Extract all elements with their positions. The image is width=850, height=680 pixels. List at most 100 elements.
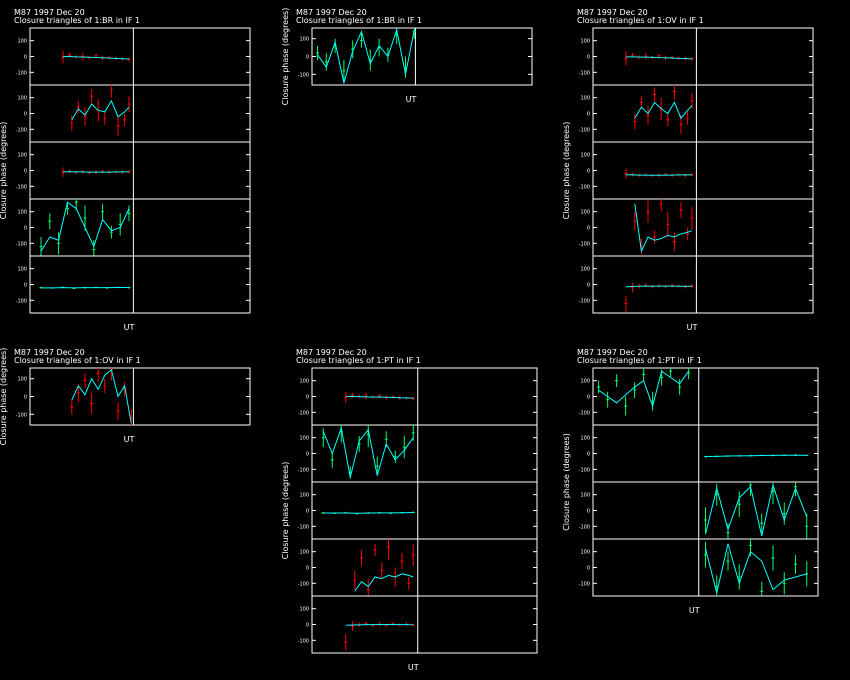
y-tick-label: 0 xyxy=(306,623,309,629)
y-tick-label: -100 xyxy=(579,467,590,473)
model-line xyxy=(705,454,807,458)
panel-data xyxy=(704,539,809,596)
panel-data xyxy=(321,511,415,515)
model-line xyxy=(705,483,808,536)
panel-frame xyxy=(29,367,251,426)
y-tick-label: 100 xyxy=(17,96,27,102)
model-line xyxy=(317,28,415,84)
model-line xyxy=(634,203,693,254)
y-tick-label: 100 xyxy=(580,39,590,45)
chart-subtitle: Closure triangles of 1:OV in IF 1 xyxy=(577,16,704,25)
y-tick-label: -100 xyxy=(298,524,309,530)
y-tick-label: 100 xyxy=(580,436,590,442)
panel-data xyxy=(624,50,694,66)
y-tick-label: -100 xyxy=(579,241,590,247)
y-tick-label: -100 xyxy=(298,467,309,473)
panel-frame xyxy=(592,84,814,143)
model-line xyxy=(71,368,132,424)
model-line xyxy=(598,370,690,408)
y-tick-label: -100 xyxy=(579,581,590,587)
y-tick-label: 100 xyxy=(17,267,27,273)
panel-frame xyxy=(592,198,814,257)
y-tick-label: -100 xyxy=(579,127,590,133)
panel-data xyxy=(624,168,694,179)
y-axis-label: Closure phase (degrees) xyxy=(562,433,571,531)
y-tick-label: -100 xyxy=(16,298,27,304)
y-tick-label: -100 xyxy=(579,298,590,304)
y-tick-label: 0 xyxy=(24,395,27,401)
x-axis-label: UT xyxy=(406,95,417,104)
y-axis-label: Closure phase (degrees) xyxy=(562,122,571,220)
x-axis-label: UT xyxy=(689,606,700,615)
y-tick-label: 100 xyxy=(299,550,309,556)
y-tick-label: 100 xyxy=(580,153,590,159)
model-line xyxy=(71,99,130,121)
panel-data xyxy=(704,482,809,539)
y-tick-label: 0 xyxy=(306,509,309,515)
panel-frame xyxy=(592,424,819,483)
y-tick-label: 100 xyxy=(17,377,27,383)
x-axis-label: UT xyxy=(408,663,419,672)
y-tick-label: -100 xyxy=(16,184,27,190)
panel-data xyxy=(597,368,691,416)
x-axis-label: UT xyxy=(124,323,135,332)
panel-data xyxy=(316,28,416,84)
y-tick-label: -100 xyxy=(298,72,309,78)
model-line xyxy=(625,285,692,288)
y-tick-label: 0 xyxy=(24,112,27,118)
panel-data xyxy=(70,85,131,136)
y-tick-label: 0 xyxy=(24,169,27,175)
panel-data xyxy=(70,368,133,425)
y-tick-label: -100 xyxy=(16,127,27,133)
y-tick-label: 100 xyxy=(580,210,590,216)
x-axis-label: UT xyxy=(687,323,698,332)
y-tick-label: 0 xyxy=(306,395,309,401)
model-line xyxy=(63,56,130,60)
panel-data xyxy=(61,167,131,177)
panel-data xyxy=(633,85,694,135)
chart-subtitle: Closure triangles of 1:BR in IF 1 xyxy=(296,16,422,25)
y-tick-label: 0 xyxy=(587,452,590,458)
y-tick-label: 0 xyxy=(587,566,590,572)
y-tick-label: 0 xyxy=(306,566,309,572)
panel-data xyxy=(321,425,415,479)
y-axis-label: Closure phase (degrees) xyxy=(0,348,8,446)
chart-title: M87 1997 Dec 20 xyxy=(577,8,648,17)
y-tick-label: -100 xyxy=(298,581,309,587)
x-axis-label: UT xyxy=(124,435,135,444)
y-tick-label: -100 xyxy=(579,70,590,76)
y-axis-label: Closure phase (degrees) xyxy=(281,8,290,106)
y-tick-label: 0 xyxy=(587,395,590,401)
y-tick-label: -100 xyxy=(16,70,27,76)
model-line xyxy=(345,395,414,399)
y-tick-label: 0 xyxy=(24,226,27,232)
y-tick-label: 100 xyxy=(299,436,309,442)
panel-data xyxy=(633,199,694,255)
y-tick-label: 100 xyxy=(580,96,590,102)
y-tick-label: 0 xyxy=(306,452,309,458)
panel-data xyxy=(344,391,415,403)
chart-title: M87 1997 Dec 20 xyxy=(14,348,85,357)
chart-subtitle: Closure triangles of 1:PT in IF 1 xyxy=(577,356,702,365)
model-line xyxy=(345,624,414,626)
model-line xyxy=(323,512,414,514)
y-tick-label: 0 xyxy=(306,55,309,61)
y-tick-label: 0 xyxy=(24,55,27,61)
chart-title: M87 1997 Dec 20 xyxy=(296,8,367,17)
model-line xyxy=(626,56,693,60)
panel-data xyxy=(39,199,131,256)
panel-frame xyxy=(311,538,538,597)
model-line xyxy=(634,101,693,120)
y-tick-label: 0 xyxy=(587,169,590,175)
y-tick-label: -100 xyxy=(16,241,27,247)
y-tick-label: 100 xyxy=(17,153,27,159)
chart-subtitle: Closure triangles of 1:BR in IF 1 xyxy=(14,16,140,25)
y-tick-label: 100 xyxy=(17,210,27,216)
y-axis-label: Closure phase (degrees) xyxy=(0,122,8,220)
panel-data xyxy=(353,539,415,596)
y-axis-label: Closure phase (degrees) xyxy=(281,462,290,560)
y-tick-label: 0 xyxy=(587,283,590,289)
y-tick-label: -100 xyxy=(298,638,309,644)
model-line xyxy=(354,573,414,592)
